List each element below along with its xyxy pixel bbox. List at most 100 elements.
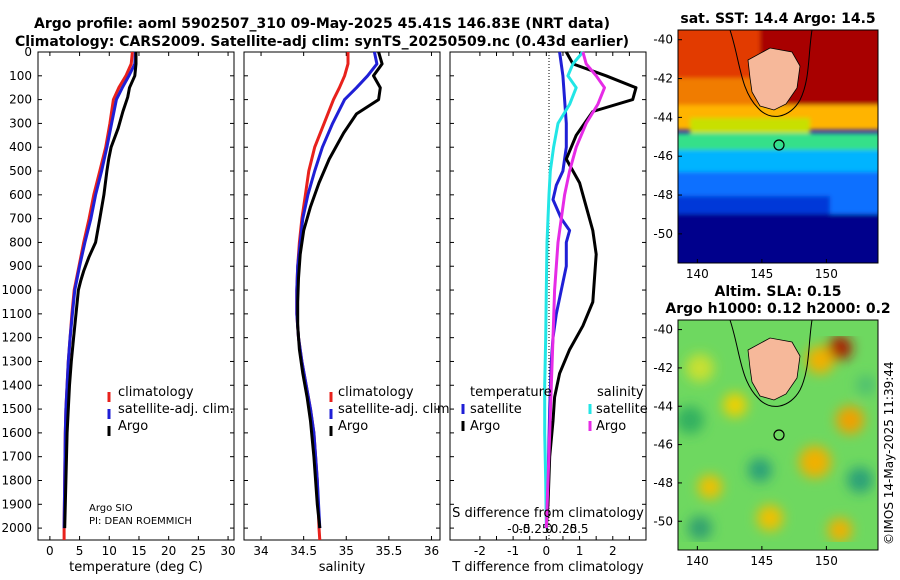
map-x-tick-label: 140: [686, 554, 709, 568]
depth-tick-label: 1900: [1, 497, 32, 511]
x-tick-label: 1: [576, 544, 584, 558]
x-tick-label: 0: [46, 544, 54, 558]
title-line-1: Argo profile: aoml 5902507_310 09-May-20…: [34, 16, 610, 32]
salinity-x-ticks: 34 34.5 35 35.5 36: [253, 52, 439, 558]
legend-temperature-title: temperature: [470, 385, 552, 400]
temperature-xlabel: temperature (deg C): [69, 560, 203, 575]
sst-x-ticks: 140 145 150: [686, 259, 838, 281]
legend-climatology: climatology: [338, 385, 414, 400]
legend-salinity-title: salinity: [597, 385, 644, 400]
map-x-tick-label: 150: [815, 554, 838, 568]
depth-tick-label: 1700: [1, 450, 32, 464]
temperature-lines: [62, 51, 138, 540]
map-y-tick-label: -44: [653, 399, 673, 413]
legend-t-argo: Argo: [470, 419, 500, 434]
temperature-x-ticks: 0 5 10 15 20 25 30: [46, 52, 236, 558]
s-tick-label: 0.25: [551, 522, 578, 536]
map-y-tick-label: -42: [653, 361, 673, 375]
x-tick-label: 35: [339, 544, 354, 558]
depth-tick-label: 700: [9, 212, 32, 226]
s-difference-label: S difference from climatology: [452, 506, 644, 521]
depth-tick-label: 1800: [1, 473, 32, 487]
x-tick-label: 10: [102, 544, 117, 558]
legend-s-satellite: satellite: [596, 402, 648, 417]
map-x-tick-label: 145: [750, 554, 773, 568]
x-tick-label: -2: [474, 544, 486, 558]
sla-field: [678, 320, 878, 550]
map-y-tick-label: -46: [653, 438, 673, 452]
x-tick-label: 0: [543, 544, 551, 558]
depth-tick-label: 0: [24, 45, 32, 59]
sst-field: [678, 30, 878, 263]
depth-tick-label: 400: [9, 140, 32, 154]
depth-tick-label: 500: [9, 164, 32, 178]
x-tick-label: 25: [191, 544, 206, 558]
s-tick-label: 0.5: [569, 522, 588, 536]
salinity-legend: climatology satellite-adj. clim. Argo: [329, 385, 454, 436]
series-satellite-adj-clim-: [62, 51, 137, 529]
depth-tick-label: 1200: [1, 331, 32, 345]
sst-map-frame: [677, 29, 879, 264]
depth-tick-label: 900: [9, 259, 32, 273]
depth-tick-label: 1000: [1, 283, 32, 297]
map-y-tick-label: -42: [653, 72, 673, 86]
x-tick-label: 20: [161, 544, 176, 558]
sla-x-ticks: 140 145 150: [686, 546, 838, 568]
map-y-tick-label: -44: [653, 110, 673, 124]
salinity-xlabel: salinity: [319, 560, 366, 575]
x-tick-label: 34.5: [290, 544, 317, 558]
difference-legend: temperature salinity satellite Argo sate…: [461, 385, 648, 434]
map-y-tick-label: -40: [653, 33, 673, 47]
legend-s-argo: Argo: [596, 419, 626, 434]
x-tick-label: 2: [609, 544, 617, 558]
depth-tick-label: 100: [9, 69, 32, 83]
sst-argo-marker: [773, 139, 785, 151]
map-x-tick-label: 140: [686, 267, 709, 281]
legend-satellite: satellite-adj. clim.: [338, 402, 454, 417]
depth-tick-label: 300: [9, 116, 32, 130]
legend-argo: Argo: [338, 419, 368, 434]
salinity-panel: 34 34.5 35 35.5 36 salinity climatology sate…: [243, 51, 454, 575]
depth-tick-label: 1300: [1, 354, 32, 368]
series-s-argo: [544, 51, 606, 529]
annotation-pi: PI: DEAN ROEMMICH: [89, 516, 192, 527]
map-y-tick-label: -50: [653, 514, 673, 528]
map-x-tick-label: 145: [750, 267, 773, 281]
map-y-tick-label: -50: [653, 227, 673, 241]
annotation-sio: Argo SIO: [89, 503, 133, 514]
depth-ticks: 0 100 200 300 400 500 600 700 800 900 1000 1100 1200…: [1, 45, 32, 535]
map-x-tick-label: 150: [815, 267, 838, 281]
map-y-tick-label: -48: [653, 188, 673, 202]
salinity-lines: [295, 51, 384, 541]
depth-tick-label: 1400: [1, 378, 32, 392]
sla-map-title-2: Argo h1000: 0.12 h2000: 0.2: [665, 301, 890, 317]
sla-argo-marker: [773, 429, 785, 441]
x-tick-label: 34: [253, 544, 268, 558]
s-tick-label: -0.25: [518, 522, 549, 536]
series-argo: [63, 52, 138, 529]
sla-map-frame: [677, 319, 879, 551]
map-y-tick-label: -46: [653, 149, 673, 163]
legend-argo: Argo: [118, 419, 148, 434]
depth-tick-label: 2000: [1, 521, 32, 535]
s-tick-label: 0: [545, 522, 553, 536]
sla-map: Altim. SLA: 0.15 Argo h1000: 0.12 h2000:…: [653, 284, 890, 568]
x-tick-label: 30: [220, 544, 235, 558]
imos-watermark: ©IMOS 14-May-2025 11:39:44: [882, 361, 896, 545]
sst-y-ticks: -40 -42 -44 -46 -48 -50: [653, 33, 682, 241]
legend-satellite: satellite-adj. clim.: [118, 402, 234, 417]
sla-map-title-1: Altim. SLA: 0.15: [714, 284, 841, 300]
t-difference-x-ticks: -2 -1 0 1 2: [474, 52, 630, 558]
temperature-axes: [37, 51, 235, 541]
x-tick-label: 35.5: [376, 544, 403, 558]
depth-tick-label: 1600: [1, 426, 32, 440]
series-t-argo: [544, 51, 638, 529]
x-tick-label: 15: [131, 544, 146, 558]
x-tick-label: -1: [507, 544, 519, 558]
series-s-satellite: [543, 51, 585, 529]
depth-tick-label: 200: [9, 93, 32, 107]
sla-y-ticks: -40 -42 -44 -46 -48 -50: [653, 323, 682, 528]
title-line-2: Climatology: CARS2009. Satellite-adj cli…: [15, 34, 629, 50]
